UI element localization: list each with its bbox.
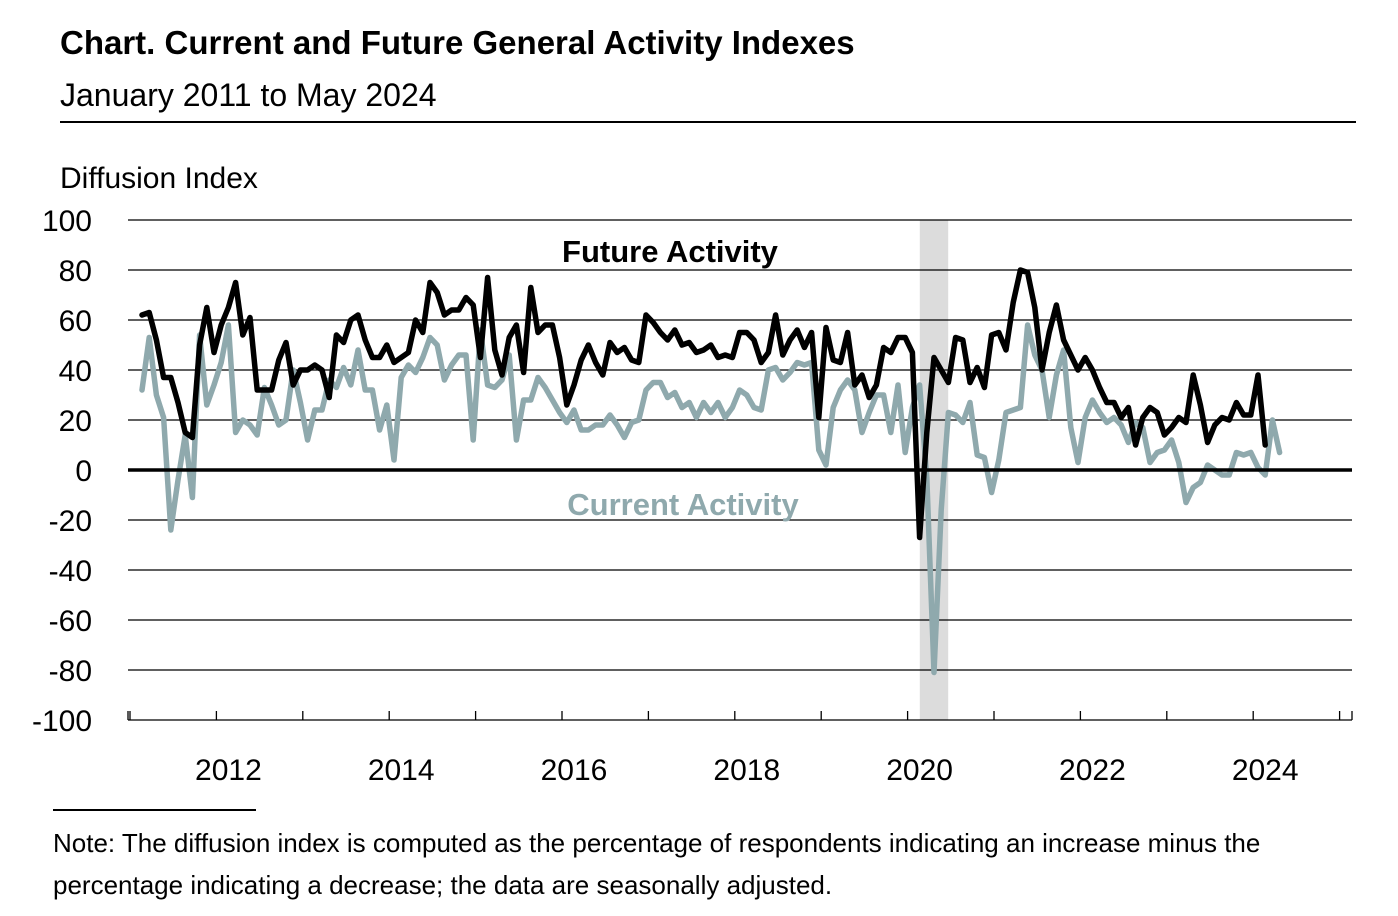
x-tick-label: 2020 xyxy=(886,754,953,787)
y-tick-label: -80 xyxy=(49,655,92,688)
x-tick-label: 2022 xyxy=(1059,754,1126,787)
series-layer xyxy=(128,267,1352,676)
x-tick-label: 2012 xyxy=(195,754,262,787)
x-axis-ticks: 2012 2014 2016 2018 2020 2022 2024 xyxy=(127,711,1353,787)
x-tick-label: 2014 xyxy=(368,754,435,787)
x-tick-label: 2024 xyxy=(1232,754,1299,787)
title-divider xyxy=(60,121,1356,123)
chart-subtitle: January 2011 to May 2024 xyxy=(60,77,437,113)
legend-future-activity: Future Activity xyxy=(562,234,779,269)
y-tick-label: 20 xyxy=(59,405,92,438)
y-tick-label: 80 xyxy=(59,255,92,288)
x-tick-label: 2018 xyxy=(713,754,780,787)
y-tick-label: -20 xyxy=(49,505,92,538)
y-tick-label: 40 xyxy=(59,355,92,388)
series-future-activity xyxy=(139,267,1268,541)
legend-current-activity: Current Activity xyxy=(567,487,799,522)
y-tick-label: -100 xyxy=(32,705,92,738)
y-tick-label: -40 xyxy=(49,555,92,588)
y-tick-label: 0 xyxy=(75,455,92,488)
note-divider xyxy=(53,809,256,811)
y-axis-label: Diffusion Index xyxy=(60,162,258,195)
chart-title: Chart. Current and Future General Activi… xyxy=(60,24,855,61)
x-tick-label: 2016 xyxy=(541,754,608,787)
y-axis-ticks: 100 80 60 40 20 0 -20 -40 -60 -80 -100 xyxy=(32,205,92,738)
line-chart: Diffusion Index 100 80 60 40 20 0 -20 -40 -60 -80… xyxy=(32,162,1353,787)
chart-note: Note: The diffusion index is computed as… xyxy=(53,828,1261,900)
y-tick-label: 60 xyxy=(59,305,92,338)
y-tick-label: -60 xyxy=(49,605,92,638)
y-tick-label: 100 xyxy=(42,205,92,238)
